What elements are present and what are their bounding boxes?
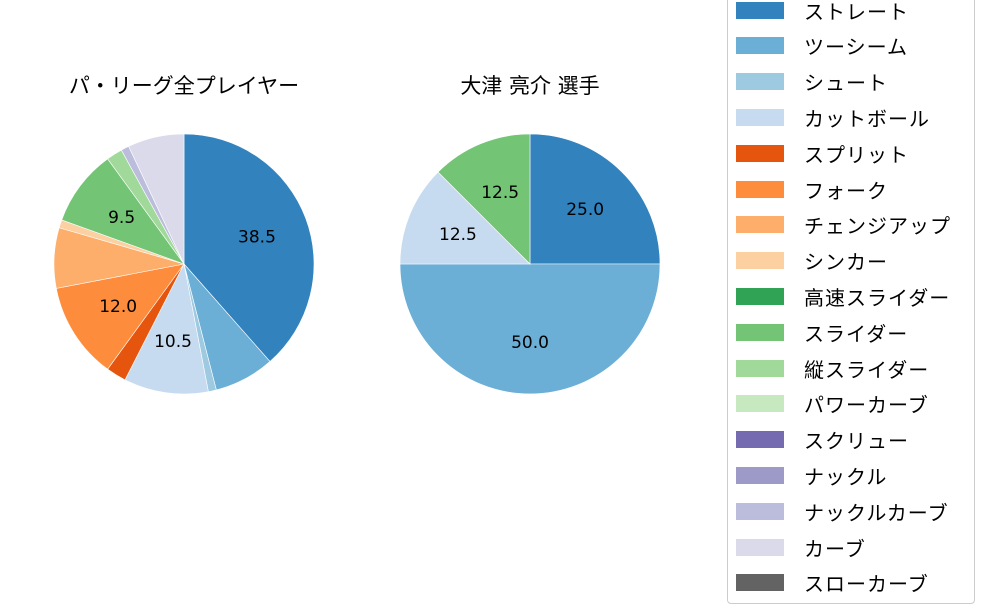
left-chart-title: パ・リーグ全プレイヤー	[68, 74, 300, 98]
pie-value-label: 9.5	[108, 208, 135, 228]
legend-swatch	[736, 1, 784, 19]
pie-value-label: 25.0	[566, 200, 604, 220]
legend: ストレートツーシームシュートカットボール スプリットフォークチェンジアップ シンカー…	[727, 0, 975, 604]
legend-label: ナックルカーブ	[804, 500, 949, 525]
legend-item: 高速スライダー	[736, 284, 951, 310]
pie-wedge	[437, 133, 531, 265]
pie-wedge	[124, 263, 209, 395]
pie-wedge	[529, 133, 661, 265]
legend-item: パワーカーブ	[736, 392, 929, 418]
pie-value-label: 12.0	[99, 297, 137, 317]
legend-swatch	[736, 466, 784, 484]
pie-wedge	[61, 158, 185, 265]
legend-swatch	[736, 395, 784, 413]
legend-swatch	[736, 538, 784, 556]
legend-item: チェンジアップ	[736, 213, 951, 239]
legend-label: シュート	[804, 71, 888, 96]
pie-value-label: 10.5	[154, 332, 192, 352]
legend-item: スローカーブ	[736, 571, 929, 597]
legend-swatch	[736, 287, 784, 305]
legend-swatch	[736, 359, 784, 377]
legend-swatch	[736, 574, 784, 592]
pie-value-label: 50.0	[511, 333, 549, 353]
legend-item: シンカー	[736, 249, 888, 275]
right-chart-title: 大津 亮介 選手	[460, 74, 600, 98]
legend-label: カットボール	[804, 106, 930, 131]
legend-swatch	[736, 144, 784, 162]
legend-label: カーブ	[804, 536, 866, 561]
pie-wedge	[55, 263, 185, 370]
legend-item: カーブ	[736, 535, 866, 561]
legend-label: シンカー	[804, 250, 888, 275]
pie-value-label: 38.5	[238, 227, 276, 247]
legend-label: スローカーブ	[804, 572, 929, 597]
legend-item: ストレート	[736, 0, 909, 24]
legend-item: スクリュー	[736, 428, 909, 454]
legend-swatch	[736, 431, 784, 449]
legend-label: スライダー	[804, 321, 909, 346]
legend-swatch	[736, 108, 784, 126]
pie-wedge	[399, 171, 531, 265]
legend-item: シュート	[736, 70, 888, 96]
legend-swatch	[736, 37, 784, 55]
legend-item: 縦スライダー	[736, 356, 930, 382]
pie-value-label: 12.5	[439, 225, 477, 245]
legend-item: スプリット	[736, 141, 909, 167]
legend-item: ナックルカーブ	[736, 499, 949, 525]
legend-label: フォーク	[804, 178, 888, 203]
legend-swatch	[736, 323, 784, 341]
legend-swatch	[736, 73, 784, 91]
legend-label: スクリュー	[804, 429, 909, 454]
legend-swatch	[736, 180, 784, 198]
legend-item: スライダー	[736, 320, 909, 346]
legend-label: 高速スライダー	[804, 285, 951, 310]
legend-label: スプリット	[804, 142, 909, 167]
pie-wedge	[399, 263, 661, 395]
legend-label: パワーカーブ	[804, 393, 929, 418]
pie-wedge	[128, 133, 185, 265]
pie-charts: 38.5 10.5 12.0 9.5 25.0 50.0 12.5 12.5	[53, 133, 661, 395]
legend-label: ツーシーム	[804, 35, 908, 60]
legend-item: ツーシーム	[736, 34, 908, 60]
legend-label: チェンジアップ	[804, 214, 951, 239]
legend-swatch	[736, 502, 784, 520]
pie-wedge	[183, 133, 315, 362]
legend-swatch	[736, 216, 784, 234]
left-pie-chart: 38.5 10.5 12.0 9.5	[53, 133, 315, 395]
legend-item: カットボール	[736, 105, 930, 131]
legend-label: ストレート	[804, 0, 909, 24]
pie-value-label: 12.5	[481, 183, 519, 203]
legend-item: フォーク	[736, 177, 888, 203]
legend-label: ナックル	[804, 464, 888, 489]
legend-label: 縦スライダー	[804, 357, 930, 382]
right-pie-chart: 25.0 50.0 12.5 12.5	[399, 133, 661, 395]
legend-swatch	[736, 252, 784, 270]
legend-item: ナックル	[736, 463, 888, 489]
